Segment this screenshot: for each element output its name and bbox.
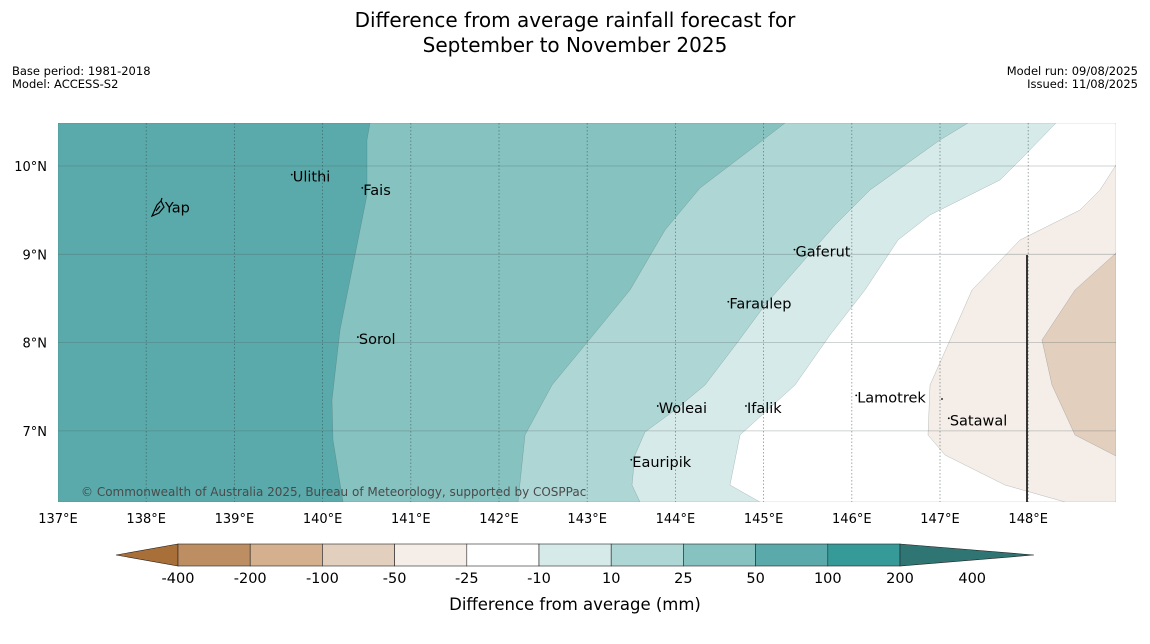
chart-title: Difference from average rainfall forecas…	[0, 8, 1150, 58]
island-label: Woleai	[659, 401, 707, 417]
colorbar-labels: -400 -200 -100 -50 -25 -10 10 25 50 100 200 400	[162, 571, 987, 587]
colorbar-tick-label: -400	[162, 571, 195, 587]
colorbar-tick-label: 10	[602, 571, 620, 587]
island-label: Sorol	[359, 332, 396, 348]
title-line-1: Difference from average rainfall forecas…	[354, 8, 796, 32]
island-label: Faraulep	[729, 297, 791, 313]
latitude-tick-label: 7°N	[23, 425, 48, 440]
colorbar-tick-label: 400	[958, 571, 986, 587]
copyright-text: © Commonwealth of Australia 2025, Bureau…	[81, 485, 586, 499]
colorbar-tick-label: -200	[234, 571, 267, 587]
island-marker	[656, 405, 659, 407]
colorbar-extend-low	[115, 543, 179, 567]
island-label: Satawal	[950, 413, 1007, 429]
colorbar-segment	[610, 543, 684, 567]
colorbar	[115, 543, 1035, 567]
longitude-tick-label: 145°E	[744, 512, 784, 527]
model-text: Model: ACCESS-S2	[12, 77, 119, 91]
island-marker	[361, 186, 364, 189]
issued-text: Issued: 11/08/2025	[1027, 77, 1138, 91]
island-markers	[290, 173, 950, 461]
longitude-tick-label: 137°E	[38, 512, 78, 527]
island-marker	[947, 417, 950, 420]
island-label: Gaferut	[795, 245, 850, 261]
longitude-tick-label: 138°E	[126, 512, 166, 527]
colorbar-tick-label: -10	[527, 571, 551, 587]
anomaly-zone-minus50-to-minus25	[1041, 252, 1116, 457]
island-label: Fais	[363, 183, 390, 199]
colorbar-tick-label: 200	[886, 571, 914, 587]
island-marker	[630, 458, 633, 461]
longitude-tick-label: 148°E	[1008, 512, 1048, 527]
island-marker	[793, 248, 796, 251]
longitude-tick-label: 144°E	[656, 512, 696, 527]
longitude-tick-label: 141°E	[391, 512, 431, 527]
latitude-tick-label: 10°N	[14, 160, 47, 175]
colorbar-segment	[683, 543, 756, 567]
island-marker	[941, 398, 943, 400]
colorbar-tick-label: 25	[674, 571, 692, 587]
colorbar-extend-high	[899, 543, 1035, 567]
colorbar-title: Difference from average (mm)	[449, 595, 701, 614]
colorbar-segment	[466, 543, 540, 567]
colorbar-segment	[827, 543, 901, 567]
latitude-tick-label: 9°N	[23, 248, 48, 263]
longitude-ticks: 137°E 138°E 139°E 140°E 141°E 142°E 143°E 144°E…	[38, 512, 1048, 527]
latitude-tick-label: 8°N	[23, 337, 48, 352]
island-label: Yap	[164, 201, 190, 217]
longitude-tick-label: 140°E	[303, 512, 343, 527]
island-marker	[356, 336, 359, 338]
info-right: Model run: 09/08/2025 Issued: 11/08/2025	[1007, 65, 1138, 91]
longitude-tick-label: 139°E	[215, 512, 255, 527]
colorbar-segment	[394, 543, 468, 567]
island-label: Eauripik	[632, 455, 691, 471]
island-label: Lamotrek	[857, 390, 926, 406]
longitude-tick-label: 143°E	[567, 512, 607, 527]
island-marker	[727, 300, 730, 303]
colorbar-tick-label: -25	[455, 571, 479, 587]
yap-island-outline	[150, 197, 165, 218]
colorbar-segment	[538, 543, 612, 567]
colorbar-tick-label: -50	[383, 571, 407, 587]
island-marker	[855, 394, 858, 397]
colorbar-segment	[322, 543, 395, 567]
island-labels: Yap Ulithi Fais Gaferut Faraulep Sorol Lamotre…	[164, 170, 1007, 471]
model-run-text: Model run: 09/08/2025	[1006, 64, 1138, 78]
latitude-ticks: 10°N 9°N 8°N 7°N	[14, 160, 47, 440]
colorbar-segment	[177, 543, 251, 567]
island-label: Ifalik	[747, 401, 782, 417]
info-left: Base period: 1981-2018 Model: ACCESS-S2	[12, 65, 151, 91]
longitude-tick-label: 142°E	[479, 512, 519, 527]
title-line-2: September to November 2025	[422, 33, 728, 57]
colorbar-tick-label: 50	[746, 571, 764, 587]
island-marker	[745, 405, 747, 407]
island-label: Ulithi	[293, 170, 331, 186]
island-marker	[290, 173, 293, 176]
longitude-tick-label: 147°E	[920, 512, 960, 527]
map-gridlines	[58, 123, 1116, 502]
colorbar-tick-label: 100	[814, 571, 842, 587]
base-period-text: Base period: 1981-2018	[12, 64, 151, 78]
colorbar-segment	[249, 543, 323, 567]
colorbar-tick-label: -100	[306, 571, 339, 587]
colorbar-segment	[755, 543, 829, 567]
longitude-tick-label: 146°E	[832, 512, 872, 527]
